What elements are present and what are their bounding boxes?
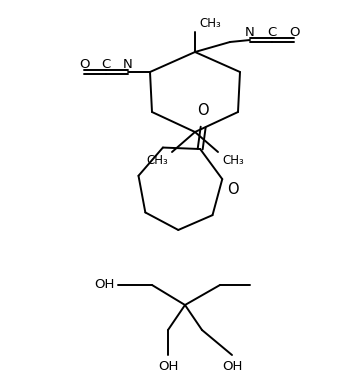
Text: OH: OH — [94, 278, 115, 291]
Text: OH: OH — [158, 360, 178, 373]
Text: CH₃: CH₃ — [199, 17, 221, 30]
Text: O: O — [289, 26, 299, 39]
Text: C: C — [102, 58, 111, 71]
Text: CH₃: CH₃ — [222, 154, 244, 167]
Text: C: C — [267, 26, 276, 39]
Text: O: O — [79, 58, 89, 71]
Text: OH: OH — [222, 360, 242, 373]
Text: CH₃: CH₃ — [146, 154, 168, 167]
Text: O: O — [227, 182, 239, 197]
Text: N: N — [123, 58, 133, 71]
Text: O: O — [197, 103, 209, 118]
Text: N: N — [245, 26, 255, 39]
